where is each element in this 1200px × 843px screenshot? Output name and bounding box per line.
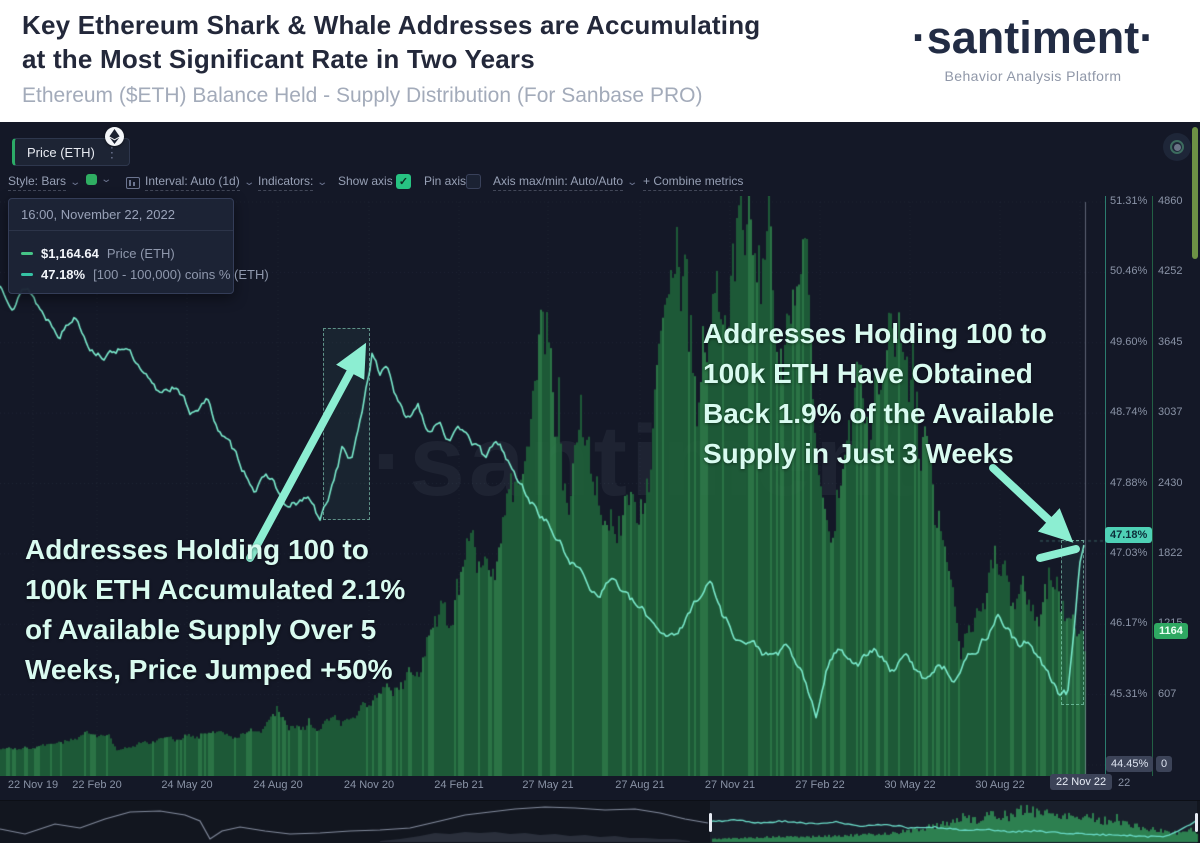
date-tick: 30 Aug 22 <box>975 779 1025 791</box>
chevron-down-icon: ⌄ <box>316 177 329 188</box>
price-tick: 3037 <box>1158 406 1183 419</box>
date-tick: 27 Feb 22 <box>795 779 845 791</box>
indicators-dropdown[interactable]: Indicators: ⌄ <box>258 174 329 191</box>
bottom-price-badge: 0 <box>1156 756 1173 772</box>
santiment-logo: ·santiment· Behavior Analysis Platform <box>888 12 1178 84</box>
current-percent-badge: 47.18% <box>1105 527 1153 543</box>
eth-icon <box>105 127 124 146</box>
navigator-selection[interactable] <box>709 801 1198 843</box>
pin-axis-toggle: Pin axis <box>424 174 466 188</box>
chevron-down-icon: ⌄ <box>626 177 639 188</box>
series-marker-icon <box>21 273 33 276</box>
percent-tick: 50.46% <box>1110 265 1148 278</box>
date-tick: 27 Nov 21 <box>704 779 756 791</box>
metric-color-swatch <box>86 174 97 185</box>
price-tick: 3645 <box>1158 335 1183 348</box>
navigator-left-handle[interactable] <box>709 813 712 832</box>
metric-tab-menu-icon[interactable]: ⋮ <box>104 144 119 160</box>
color-swatch-dropdown[interactable]: ⌄ <box>86 174 113 185</box>
percent-tick: 48.74% <box>1110 406 1148 419</box>
pin-axis-checkbox[interactable] <box>466 174 481 189</box>
price-tick: 4860 <box>1158 195 1183 207</box>
percent-tick: 47.88% <box>1110 476 1148 489</box>
tooltip-label: [100 - 100,000) coins % (ETH) <box>93 267 269 282</box>
date-tick: 22 Nov 19 <box>7 779 59 791</box>
bottom-percent-badge: 44.45% <box>1106 756 1154 772</box>
percent-tick: 45.31% <box>1110 687 1148 700</box>
tooltip-body: $1,164.64 Price (ETH) 47.18% [100 - 100,000… <box>9 231 269 293</box>
tooltip-row: $1,164.64 Price (ETH) <box>21 246 221 261</box>
tooltip-value: $1,164.64 <box>41 246 99 261</box>
interval-dropdown[interactable]: Interval: Auto (1d) ⌄ <box>126 174 255 191</box>
tooltip-datetime: 16:00, November 22, 2022 <box>9 199 233 231</box>
time-range-navigator[interactable] <box>0 800 1200 843</box>
santiment-logo-tagline: Behavior Analysis Platform <box>944 68 1122 84</box>
percent-tick: 46.17% <box>1110 617 1148 630</box>
accumulation-highlight-box-2020 <box>323 328 370 520</box>
date-tick: 30 May 22 <box>884 779 936 791</box>
indicators-dropdown-label: Indicators: <box>258 174 314 191</box>
show-axis-toggle: Show axis <box>338 174 393 188</box>
vertical-scrollbar-thumb[interactable] <box>1192 127 1198 259</box>
chevron-down-icon: ⌄ <box>100 174 113 185</box>
date-tick: 24 Feb 21 <box>434 779 484 791</box>
date-tick: 27 Aug 21 <box>615 779 665 791</box>
axis-maxmin-dropdown[interactable]: Axis max/min: Auto/Auto ⌄ <box>493 174 639 191</box>
percent-tick: 49.60% <box>1110 335 1148 348</box>
current-date-badge: 22 Nov 22 <box>1050 774 1113 790</box>
tooltip-row: 47.18% [100 - 100,000) coins % (ETH) <box>21 267 269 282</box>
date-tick: 22 Feb 20 <box>72 779 122 791</box>
accumulation-highlight-box-2022 <box>1061 540 1084 705</box>
price-tick: 4252 <box>1158 265 1183 278</box>
tooltip-label: Price (ETH) <box>106 246 175 261</box>
interval-icon <box>126 176 140 189</box>
page-header: Key Ethereum Shark & Whale Addresses are… <box>0 0 1200 122</box>
page-title: Key Ethereum Shark & Whale Addresses are… <box>22 10 761 74</box>
target-icon <box>1170 140 1184 154</box>
show-axis-label: Show axis <box>338 174 393 188</box>
interval-dropdown-label: Interval: Auto (1d) <box>145 174 240 191</box>
price-tick: 1822 <box>1158 546 1183 559</box>
navigator-right-handle[interactable] <box>1195 813 1198 832</box>
axis-maxmin-label: Axis max/min: Auto/Auto <box>493 174 624 191</box>
series-marker-icon <box>21 252 33 255</box>
annotation-left: Addresses Holding 100 to 100k ETH Accumu… <box>25 534 406 685</box>
percent-axis-line <box>1105 196 1106 776</box>
current-price-badge: 1164 <box>1154 623 1188 639</box>
chart-widget: ·santiment Price (ETH) ⋮ Style: Bars⌄ ⌄ … <box>0 122 1200 843</box>
chart-tooltip: 16:00, November 22, 2022 $1,164.64 Price … <box>8 198 269 294</box>
combine-metrics-button[interactable]: + Combine metrics <box>643 174 744 191</box>
date-tick: 27 May 21 <box>522 779 574 791</box>
price-tick: 607 <box>1158 687 1177 700</box>
page-subtitle: Ethereum ($ETH) Balance Held - Supply Di… <box>22 84 703 107</box>
scroll-to-recent-button[interactable] <box>1163 133 1191 161</box>
date-tick: 24 Nov 20 <box>343 779 395 791</box>
santiment-logo-text: ·santiment· <box>911 12 1155 63</box>
percent-tick: 47.03% <box>1110 546 1148 559</box>
chevron-down-icon: ⌄ <box>243 177 255 188</box>
combine-metrics-label: + Combine metrics <box>643 174 744 191</box>
style-dropdown[interactable]: Style: Bars ⌄ <box>8 174 82 191</box>
date-tick: 24 Aug 20 <box>253 779 303 791</box>
price-tick: 2430 <box>1158 476 1183 489</box>
date-axis: 22 Nov 19 22 Feb 20 24 May 20 24 Aug 20 24 N… <box>0 779 1200 795</box>
pin-axis-checkbox-wrap <box>466 174 481 189</box>
chevron-down-icon: ⌄ <box>69 177 82 188</box>
percent-tick: 51.31% <box>1110 195 1148 207</box>
chart-toolbar: Style: Bars ⌄ ⌄ Interval: Auto (1d) ⌄ Indi… <box>0 172 1200 192</box>
metric-tab-label: Price (ETH) <box>27 144 95 160</box>
show-axis-checkbox[interactable]: ✓ <box>396 174 411 189</box>
show-axis-checkbox-wrap: ✓ <box>396 174 411 189</box>
date-tick: 24 May 20 <box>161 779 213 791</box>
style-dropdown-label: Style: Bars <box>8 174 67 191</box>
annotation-right: Addresses Holding 100 to 100k ETH Have O… <box>703 318 1055 469</box>
price-axis-line <box>1152 196 1153 776</box>
tooltip-value: 47.18% <box>41 267 86 282</box>
pin-axis-label: Pin axis <box>424 174 467 188</box>
navigator-canvas <box>0 801 1200 843</box>
date-overflow-label: 22 <box>1118 777 1131 789</box>
